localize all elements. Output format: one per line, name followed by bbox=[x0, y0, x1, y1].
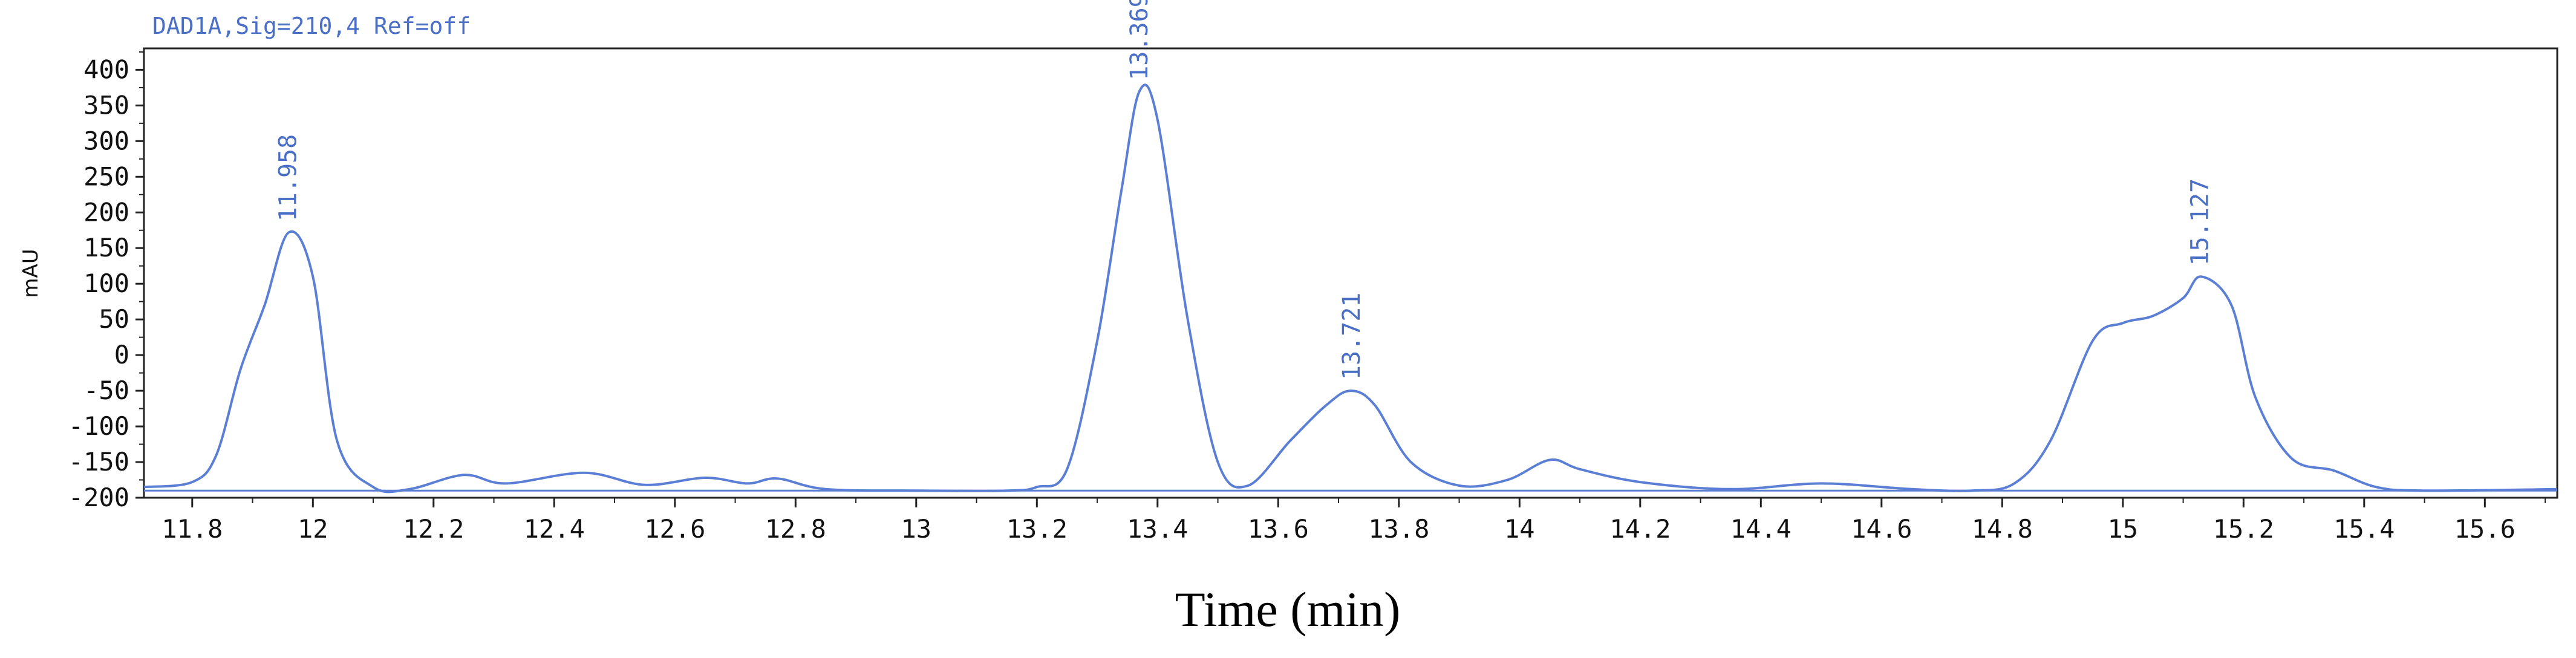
x-tick-label: 12.6 bbox=[644, 514, 705, 544]
y-tick-label: 250 bbox=[83, 161, 129, 191]
y-tick-label: 200 bbox=[83, 197, 129, 227]
x-tick-label: 13.4 bbox=[1127, 514, 1188, 544]
peak-label: 13.369 bbox=[1126, 0, 1153, 80]
peak-label: 11.958 bbox=[274, 134, 302, 222]
x-tick-label: 11.8 bbox=[161, 514, 223, 544]
y-tick-label: 400 bbox=[83, 54, 129, 84]
y-tick-label: -100 bbox=[68, 411, 129, 441]
series-layer bbox=[143, 83, 2558, 493]
peak-label: 13.721 bbox=[1338, 293, 1366, 380]
x-tick-label: 13 bbox=[901, 514, 932, 544]
y-axis-label: mAU bbox=[19, 249, 43, 298]
peak-label: 15.127 bbox=[2186, 178, 2214, 266]
y-tick-label: 150 bbox=[83, 233, 129, 262]
x-tick-label: 14 bbox=[1504, 514, 1535, 544]
y-tick-label: 0 bbox=[114, 340, 129, 370]
x-tick-label: 15.4 bbox=[2333, 514, 2395, 544]
x-tick-label: 13.8 bbox=[1368, 514, 1429, 544]
signal-header: DAD1A,Sig=210,4 Ref=off bbox=[152, 13, 471, 39]
x-tick-label: 15.6 bbox=[2454, 514, 2516, 544]
peak-labels: 11.958 13.369 13.721 15.127 bbox=[274, 0, 2214, 380]
x-tick-label: 14.8 bbox=[1972, 514, 2033, 544]
x-tick-label: 12 bbox=[298, 514, 328, 544]
x-axis: 11.8 12 12.2 12.4 12.6 12.8 13 13.2 13.4 13.6 13.8… bbox=[161, 498, 2546, 544]
x-tick-label: 14.4 bbox=[1730, 514, 1792, 544]
y-tick-label: 350 bbox=[83, 90, 129, 120]
plot-border bbox=[143, 47, 2558, 499]
y-tick-label: -200 bbox=[68, 483, 129, 512]
x-tick-label: 13.2 bbox=[1006, 514, 1068, 544]
plot-frame bbox=[143, 47, 2558, 499]
x-tick-label: 14.2 bbox=[1609, 514, 1671, 544]
x-tick-label: 15 bbox=[2108, 514, 2139, 544]
y-tick-label: 100 bbox=[83, 269, 129, 298]
x-axis-title: Time (min) bbox=[1175, 582, 1401, 637]
y-tick-label: -50 bbox=[83, 376, 129, 405]
x-tick-label: 12.2 bbox=[403, 514, 464, 544]
y-tick-label: 50 bbox=[99, 304, 129, 334]
signal-trace bbox=[143, 83, 2558, 493]
y-tick-label: -150 bbox=[68, 447, 129, 477]
y-axis: 400 350 300 250 200 150 100 50 0 -50 -100 -150 -200 bbox=[68, 51, 144, 512]
x-tick-label: 15.2 bbox=[2213, 514, 2274, 544]
x-tick-label: 13.6 bbox=[1248, 514, 1309, 544]
x-tick-label: 14.6 bbox=[1851, 514, 1912, 544]
x-tick-label: 12.8 bbox=[765, 514, 826, 544]
x-tick-label: 12.4 bbox=[524, 514, 585, 544]
y-tick-label: 300 bbox=[83, 126, 129, 155]
